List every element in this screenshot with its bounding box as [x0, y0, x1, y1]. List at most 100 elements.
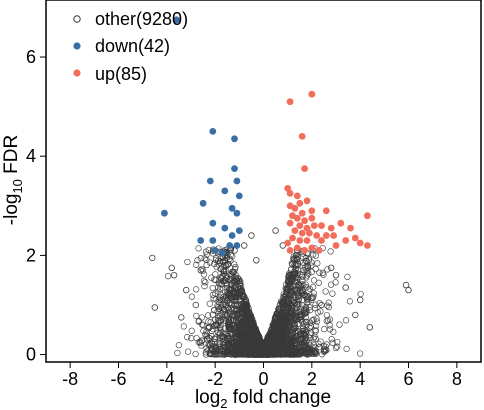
up-point — [332, 242, 340, 249]
background-point — [263, 338, 270, 345]
background-point — [307, 323, 315, 330]
background-point — [295, 316, 302, 323]
background-point — [299, 277, 306, 284]
background-point — [285, 313, 293, 320]
up-point — [303, 237, 311, 244]
background-point — [302, 266, 309, 273]
background-point — [257, 349, 265, 357]
up-point — [318, 222, 325, 230]
background-point — [291, 299, 299, 306]
y-axis-title: -log10 FDR — [1, 135, 25, 225]
up-point — [289, 234, 296, 242]
background-point — [229, 253, 236, 260]
up-point — [337, 219, 345, 227]
background-point — [228, 293, 235, 301]
x-tick-label: 6 — [403, 369, 413, 389]
background-point — [270, 334, 277, 342]
up-point — [286, 190, 294, 197]
background-point — [200, 277, 208, 285]
background-point — [250, 345, 257, 352]
background-point — [260, 344, 268, 351]
up-point — [286, 219, 294, 227]
background-point — [164, 273, 172, 280]
background-point — [307, 329, 315, 336]
background-point — [198, 265, 206, 273]
background-point — [228, 341, 236, 348]
background-point — [308, 294, 315, 301]
other-point — [151, 304, 158, 311]
background-point — [303, 299, 310, 307]
down-point — [221, 187, 229, 195]
up-point — [306, 229, 313, 237]
background-point — [217, 322, 224, 329]
other-point — [149, 254, 156, 262]
background-point — [220, 306, 227, 313]
background-point — [216, 330, 223, 338]
background-point — [292, 266, 299, 273]
background-point — [225, 260, 232, 268]
background-point — [298, 284, 305, 291]
background-point — [195, 317, 202, 324]
background-point — [281, 322, 288, 329]
down-point — [211, 247, 219, 254]
up-point — [308, 244, 316, 252]
background-point — [313, 318, 321, 325]
other-point — [332, 272, 340, 279]
down-point — [173, 16, 180, 24]
legend-label-other: other(9280) — [95, 9, 188, 29]
background-point — [324, 266, 331, 273]
background-point — [256, 337, 263, 344]
up-point — [327, 224, 335, 232]
background-point — [239, 328, 246, 336]
background-point — [299, 259, 307, 266]
y-axis-title-rest: FDR — [1, 135, 22, 179]
background-point — [288, 308, 295, 316]
down-point — [221, 224, 229, 232]
background-point — [289, 283, 296, 290]
background-point — [228, 343, 236, 350]
other-point — [289, 272, 296, 279]
background-point — [292, 324, 299, 332]
background-point — [207, 350, 214, 357]
background-point — [209, 291, 217, 299]
background-point — [289, 307, 296, 315]
x-tick-label: 0 — [258, 369, 268, 389]
background-point — [175, 342, 183, 349]
background-point — [334, 343, 341, 350]
background-point — [222, 343, 229, 350]
background-point — [294, 293, 301, 301]
down-point — [231, 135, 238, 143]
background-point — [246, 310, 253, 317]
background-point — [199, 267, 207, 274]
x-axis-ticks: -8 -6 -4 -2 0 2 4 6 8 — [62, 362, 462, 389]
background-point — [225, 306, 232, 313]
y-tick-label: 0 — [26, 345, 36, 365]
background-point — [230, 287, 237, 295]
background-point — [188, 327, 195, 334]
background-point — [297, 347, 304, 354]
legend-marker-down — [73, 42, 81, 50]
background-point — [292, 287, 299, 294]
background-point — [234, 283, 242, 291]
background-point — [203, 332, 210, 340]
down-point — [233, 177, 241, 185]
up-point — [313, 232, 321, 239]
background-point — [346, 298, 354, 305]
background-point — [204, 335, 211, 342]
other-point — [352, 311, 359, 319]
background-point — [219, 258, 226, 266]
background-point — [289, 261, 296, 268]
background-point — [215, 288, 222, 295]
other-point — [299, 286, 306, 294]
up-point — [364, 212, 371, 220]
background-point — [294, 274, 301, 281]
background-point — [192, 350, 199, 358]
other-point — [207, 341, 214, 348]
background-point — [238, 342, 245, 349]
background-point — [312, 335, 319, 343]
background-point — [342, 317, 350, 324]
background-point — [302, 254, 310, 261]
background-point — [231, 284, 238, 292]
background-point — [279, 298, 286, 305]
